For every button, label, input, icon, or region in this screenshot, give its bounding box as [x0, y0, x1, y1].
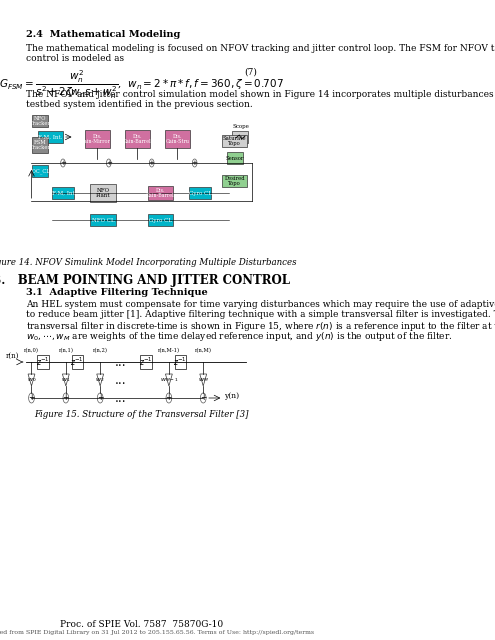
Circle shape: [98, 393, 103, 403]
Bar: [233, 131, 248, 143]
Text: $w_{M-1}$: $w_{M-1}$: [159, 376, 178, 384]
Bar: [32, 115, 48, 127]
Text: The NFOV and jitter control simulation model shown in Figure 14 incorporates mul: The NFOV and jitter control simulation m…: [26, 90, 495, 99]
Text: control is modeled as: control is modeled as: [26, 54, 124, 63]
Circle shape: [29, 393, 34, 403]
Text: +: +: [106, 160, 112, 166]
Text: F-M, Int.: F-M, Int.: [38, 134, 63, 140]
Text: Dis.
Gain-Barrel: Dis. Gain-Barrel: [146, 188, 175, 198]
Text: 2.4  Mathematical Modeling: 2.4 Mathematical Modeling: [26, 30, 180, 39]
Polygon shape: [165, 374, 172, 386]
Text: r(n,M): r(n,M): [195, 348, 212, 353]
Bar: [91, 214, 116, 226]
Text: +: +: [28, 394, 35, 403]
Text: transversal filter in discrete-time is shown in Figure 15, where $r(n)$ is a ref: transversal filter in discrete-time is s…: [26, 320, 495, 333]
Text: NFO
Tracker: NFO Tracker: [30, 116, 50, 127]
Text: r(n,2): r(n,2): [93, 348, 108, 353]
Bar: [32, 165, 48, 177]
Text: r(n,0): r(n,0): [24, 348, 39, 353]
Circle shape: [166, 393, 172, 403]
Bar: [148, 214, 173, 226]
Polygon shape: [97, 374, 103, 386]
Text: Scope: Scope: [232, 124, 249, 129]
Text: NFO
Plant: NFO Plant: [96, 188, 110, 198]
Text: Downloaded from SPIE Digital Library on 31 Jul 2012 to 205.155.65.56. Terms of U: Downloaded from SPIE Digital Library on …: [0, 630, 314, 635]
Circle shape: [63, 393, 69, 403]
Text: +: +: [166, 394, 172, 403]
Circle shape: [200, 393, 206, 403]
Bar: [32, 137, 48, 153]
Text: ...: ...: [114, 374, 126, 387]
Bar: [38, 131, 63, 143]
Circle shape: [149, 159, 154, 167]
Bar: [85, 130, 110, 148]
Bar: [37, 355, 49, 369]
Text: Sensor: Sensor: [226, 156, 244, 161]
Bar: [52, 187, 74, 199]
Text: FOC_CL: FOC_CL: [29, 168, 51, 174]
Text: NFO CL: NFO CL: [92, 218, 114, 223]
Text: $w_1$: $w_1$: [61, 376, 71, 384]
Text: $w_0$: $w_0$: [27, 376, 36, 384]
Text: Dis.
Gain-Stru: Dis. Gain-Stru: [165, 134, 190, 145]
Text: r(n,M-1): r(n,M-1): [158, 348, 180, 353]
Text: $w_0, \cdots, w_M$ are weights of the time delayed reference input, and $y(n)$ i: $w_0, \cdots, w_M$ are weights of the ti…: [26, 330, 452, 343]
Text: +: +: [60, 160, 66, 166]
Text: Proc. of SPIE Vol. 7587  75870G-10: Proc. of SPIE Vol. 7587 75870G-10: [60, 620, 223, 629]
Bar: [190, 187, 211, 199]
Bar: [165, 130, 190, 148]
Text: $w_M$: $w_M$: [198, 376, 208, 384]
Text: FSM
Tracker: FSM Tracker: [30, 140, 50, 150]
Text: ...: ...: [114, 355, 126, 369]
Text: r(n): r(n): [5, 352, 19, 360]
Text: $z^{-1}$: $z^{-1}$: [36, 356, 50, 368]
Text: to reduce beam jitter [1]. Adaptive filtering technique with a simple transversa: to reduce beam jitter [1]. Adaptive filt…: [26, 310, 495, 319]
Circle shape: [61, 159, 65, 167]
Polygon shape: [62, 374, 69, 386]
Text: Desired
Topo: Desired Topo: [224, 175, 245, 186]
Text: The mathematical modeling is focused on NFOV tracking and jitter control loop. T: The mathematical modeling is focused on …: [26, 44, 495, 53]
Bar: [175, 355, 186, 369]
Bar: [222, 175, 248, 187]
Text: testbed system identified in the previous section.: testbed system identified in the previou…: [26, 100, 252, 109]
Text: $z^{-1}$: $z^{-1}$: [173, 356, 187, 368]
Text: Figure 15. Structure of the Transversal Filter [3]: Figure 15. Structure of the Transversal …: [34, 410, 248, 419]
Polygon shape: [28, 374, 35, 386]
Text: (7): (7): [245, 68, 257, 77]
Bar: [72, 355, 83, 369]
Text: $w_2$: $w_2$: [96, 376, 105, 384]
Bar: [140, 355, 151, 369]
Text: r(n,1): r(n,1): [58, 348, 73, 353]
Text: Dis.
Gain-Mirror R: Dis. Gain-Mirror R: [80, 134, 115, 145]
Text: +: +: [149, 160, 154, 166]
Text: $z^{-1}$: $z^{-1}$: [70, 356, 84, 368]
Bar: [227, 152, 243, 164]
Text: ...: ...: [114, 392, 126, 404]
Bar: [148, 186, 173, 200]
Text: +: +: [97, 394, 103, 403]
Text: F-M, Int: F-M, Int: [51, 191, 74, 195]
Text: +: +: [200, 394, 206, 403]
Bar: [222, 135, 248, 147]
Text: Saturate
Topo: Saturate Topo: [223, 136, 247, 147]
Text: $G_{FSM} = \dfrac{w_n^2}{s^2 + 2\zeta w_n s + w_n^2}$,  $w_n = 2*\pi* f,  f = 36: $G_{FSM} = \dfrac{w_n^2}{s^2 + 2\zeta w_…: [0, 68, 284, 101]
Text: Gyro CL: Gyro CL: [149, 218, 172, 223]
Text: +: +: [192, 160, 198, 166]
Text: +: +: [63, 394, 69, 403]
Bar: [125, 130, 150, 148]
Bar: [91, 184, 116, 202]
Text: Figure 14. NFOV Simulink Model Incorporating Multiple Disturbances: Figure 14. NFOV Simulink Model Incorpora…: [0, 258, 296, 267]
Text: Dis.
Gain-Barrel: Dis. Gain-Barrel: [123, 134, 152, 145]
Circle shape: [106, 159, 111, 167]
Text: 3.   BEAM POINTING AND JITTER CONTROL: 3. BEAM POINTING AND JITTER CONTROL: [0, 274, 290, 287]
Polygon shape: [200, 374, 207, 386]
Text: $z^{-1}$: $z^{-1}$: [139, 356, 153, 368]
Text: 3.1  Adaptive Filtering Technique: 3.1 Adaptive Filtering Technique: [26, 288, 207, 297]
Text: y(n): y(n): [224, 392, 240, 400]
Circle shape: [193, 159, 197, 167]
Text: Gyro CL: Gyro CL: [189, 191, 212, 195]
Text: An HEL system must compensate for time varying disturbances which may require th: An HEL system must compensate for time v…: [26, 300, 495, 309]
